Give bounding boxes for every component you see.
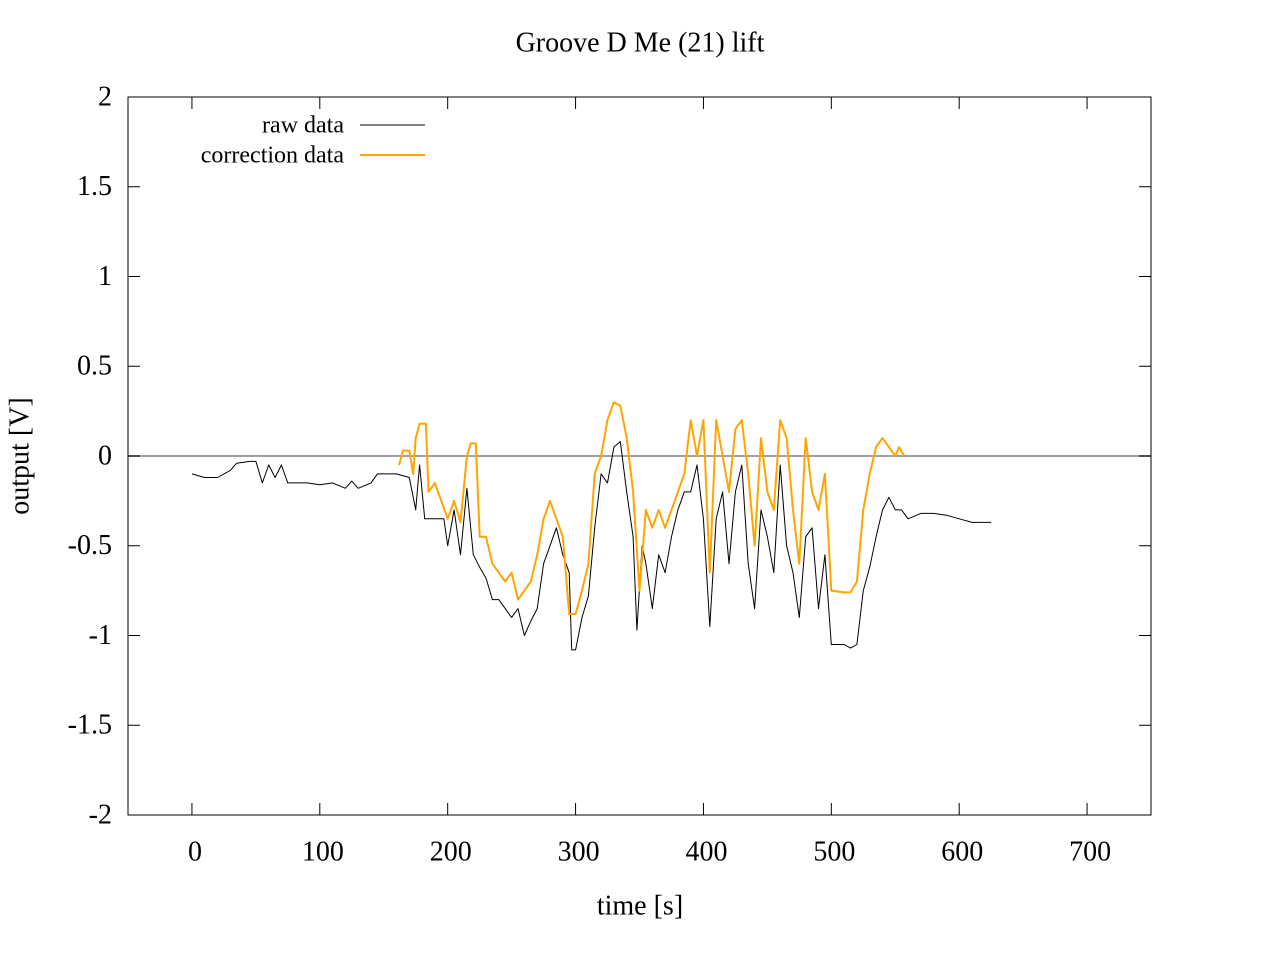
x-tick-label: 700 bbox=[1069, 836, 1111, 867]
y-tick-label: 1 bbox=[98, 261, 112, 292]
series-line bbox=[191, 441, 992, 651]
y-axis-label: output [V] bbox=[4, 397, 35, 514]
x-axis-label: time [s] bbox=[597, 890, 683, 921]
y-tick-label: 1.5 bbox=[77, 171, 112, 202]
x-tick-label: 600 bbox=[941, 836, 983, 867]
x-tick-label: 200 bbox=[430, 836, 472, 867]
y-tick-label: -0.5 bbox=[68, 530, 112, 561]
y-tick-label: -1.5 bbox=[68, 710, 112, 741]
y-tick-label: 0.5 bbox=[77, 351, 112, 382]
plot-frame bbox=[127, 96, 1152, 816]
x-tick-label: 100 bbox=[302, 836, 344, 867]
legend-label: raw data bbox=[262, 113, 344, 139]
x-tick-label: 300 bbox=[558, 836, 600, 867]
x-tick-label: 500 bbox=[813, 836, 855, 867]
y-tick-label: 2 bbox=[98, 81, 112, 112]
x-tick-label: 400 bbox=[685, 836, 727, 867]
y-tick-label: -1 bbox=[89, 620, 112, 651]
y-tick-label: -2 bbox=[89, 799, 112, 830]
x-tick-label: 0 bbox=[188, 836, 202, 867]
y-tick-label: 0 bbox=[98, 440, 112, 471]
legend-label: correction data bbox=[201, 143, 345, 169]
chart-title: Groove D Me (21) lift bbox=[516, 27, 765, 58]
series-line bbox=[398, 401, 906, 615]
